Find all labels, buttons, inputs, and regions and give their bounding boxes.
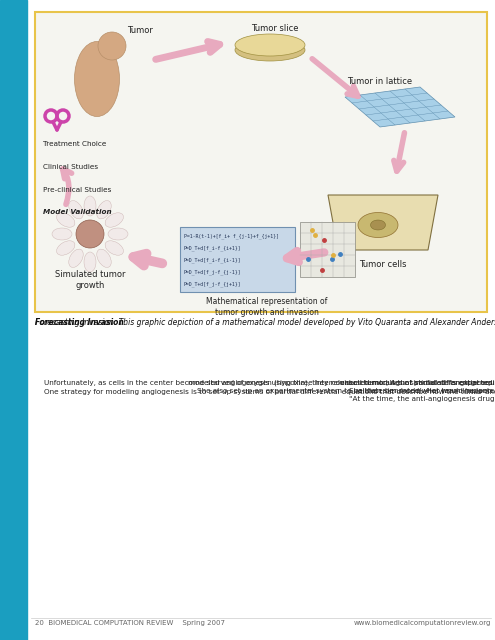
- Text: P=D_T+d[f_i-f_{i+1}]: P=D_T+d[f_i-f_{i+1}]: [184, 245, 242, 251]
- Text: Tumor in lattice: Tumor in lattice: [347, 77, 412, 86]
- Ellipse shape: [97, 249, 111, 268]
- Ellipse shape: [235, 34, 305, 56]
- Text: Mathematical representation of
tumor growth and invasion: Mathematical representation of tumor gro…: [206, 297, 328, 317]
- FancyArrowPatch shape: [133, 253, 162, 266]
- FancyArrowPatch shape: [312, 59, 358, 96]
- Text: P=D_T+d[f_i-f_{i-1}]: P=D_T+d[f_i-f_{i-1}]: [184, 257, 242, 262]
- Text: Unfortunately, as cells in the center become starved of oxygen (hypoxia), they r: Unfortunately, as cells in the center be…: [35, 380, 495, 395]
- Ellipse shape: [84, 252, 96, 272]
- Bar: [0, 0, 27, 640]
- Ellipse shape: [69, 200, 83, 219]
- Text: 20  BIOMEDICAL COMPUTATION REVIEW    Spring 2007: 20 BIOMEDICAL COMPUTATION REVIEW Spring …: [35, 620, 225, 626]
- Text: P=1-R(t-1)+[f_i+ f_{j-1}+f_{j+1}]: P=1-R(t-1)+[f_i+ f_{j-1}+f_{j+1}]: [184, 233, 279, 239]
- Text: vidual tumor, Agur simulated its expected growth in the computer and then compar: vidual tumor, Agur simulated its expecte…: [341, 380, 495, 402]
- Text: Simulated tumor
growth: Simulated tumor growth: [55, 270, 125, 290]
- FancyArrowPatch shape: [287, 251, 324, 262]
- Ellipse shape: [56, 212, 75, 227]
- Bar: [180, 227, 295, 292]
- Ellipse shape: [105, 241, 123, 255]
- Circle shape: [76, 220, 104, 248]
- Text: Tumor cells: Tumor cells: [359, 260, 407, 269]
- Circle shape: [98, 32, 126, 60]
- Text: Forecasting Invasion. This graphic depiction of a mathematical model developed b: Forecasting Invasion. This graphic depic…: [35, 318, 495, 327]
- Ellipse shape: [52, 228, 72, 240]
- Text: Clinical Studies: Clinical Studies: [43, 164, 98, 170]
- Ellipse shape: [370, 220, 386, 230]
- Text: Forecasting Invasion.: Forecasting Invasion.: [35, 318, 127, 327]
- Ellipse shape: [105, 212, 123, 227]
- Text: www.biomedicalcomputationreview.org: www.biomedicalcomputationreview.org: [353, 620, 491, 626]
- Polygon shape: [345, 87, 455, 127]
- Text: Pre-clinical Studies: Pre-clinical Studies: [43, 187, 111, 193]
- Text: Tumor: Tumor: [127, 26, 153, 35]
- Text: P=D_T+d[f_j-f_{j-1}]: P=D_T+d[f_j-f_{j-1}]: [184, 269, 242, 275]
- FancyArrowPatch shape: [156, 42, 220, 60]
- FancyArrowPatch shape: [63, 169, 72, 204]
- Ellipse shape: [97, 200, 111, 219]
- Text: P=D_T+d[f_j-f_{j+1}]: P=D_T+d[f_j-f_{j+1}]: [184, 281, 242, 287]
- Text: modeled angiogenesis using three interconnected modules of partial differential : modeled angiogenesis using three interco…: [188, 380, 495, 394]
- Ellipse shape: [69, 249, 83, 268]
- Ellipse shape: [84, 196, 96, 216]
- Ellipse shape: [75, 42, 119, 116]
- FancyArrowPatch shape: [394, 132, 404, 171]
- Ellipse shape: [235, 39, 305, 61]
- Text: Model Validation: Model Validation: [43, 209, 112, 215]
- Text: Tumor slice: Tumor slice: [251, 24, 299, 33]
- Polygon shape: [328, 195, 438, 250]
- Ellipse shape: [108, 228, 128, 240]
- Ellipse shape: [56, 241, 75, 255]
- Bar: [35, 12, 487, 312]
- Text: Treatment Choice: Treatment Choice: [43, 141, 106, 147]
- Ellipse shape: [358, 212, 398, 237]
- Bar: [300, 222, 355, 277]
